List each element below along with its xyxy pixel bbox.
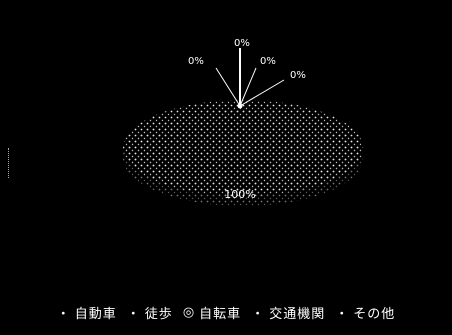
legend-marker: ◎ bbox=[182, 304, 196, 320]
legend-item: ・その他 bbox=[335, 303, 395, 322]
pie-slice-top bbox=[123, 100, 363, 196]
legend-item: ・徒歩 bbox=[127, 303, 173, 322]
legend-item: ・交通機関 bbox=[251, 303, 325, 322]
legend-label: 自動車 bbox=[74, 306, 117, 322]
legend-label: 交通機関 bbox=[269, 306, 326, 322]
slice-label-2: 0% bbox=[234, 38, 250, 49]
slice-label-3: 0% bbox=[260, 56, 276, 67]
legend-item: ◎ 自転車 bbox=[183, 303, 241, 322]
legend-label: 徒歩 bbox=[144, 306, 173, 322]
legend-marker: ・ bbox=[251, 306, 266, 322]
axis-mark bbox=[8, 148, 12, 178]
leader-line-1 bbox=[215, 67, 241, 107]
slice-label-1: 0% bbox=[188, 56, 204, 67]
legend-marker: ・ bbox=[335, 306, 350, 322]
legend-label: 自転車 bbox=[199, 306, 242, 322]
pie-chart: 100% 0% 0% 0% 0% bbox=[123, 38, 363, 206]
legend: ・自動車・徒歩 ◎ 自転車・交通機関・その他 bbox=[0, 298, 452, 326]
legend-label: その他 bbox=[353, 306, 396, 322]
slice-label-0: 100% bbox=[224, 188, 255, 201]
slice-label-4: 0% bbox=[290, 70, 306, 81]
leader-origin bbox=[237, 103, 243, 109]
chart-area: 100% 0% 0% 0% 0% bbox=[8, 8, 444, 293]
leader-line-4 bbox=[239, 79, 285, 107]
legend-marker: ・ bbox=[56, 306, 71, 322]
legend-item: ・自動車 bbox=[57, 303, 117, 322]
leader-line-3 bbox=[239, 67, 257, 107]
legend-marker: ・ bbox=[126, 306, 141, 322]
